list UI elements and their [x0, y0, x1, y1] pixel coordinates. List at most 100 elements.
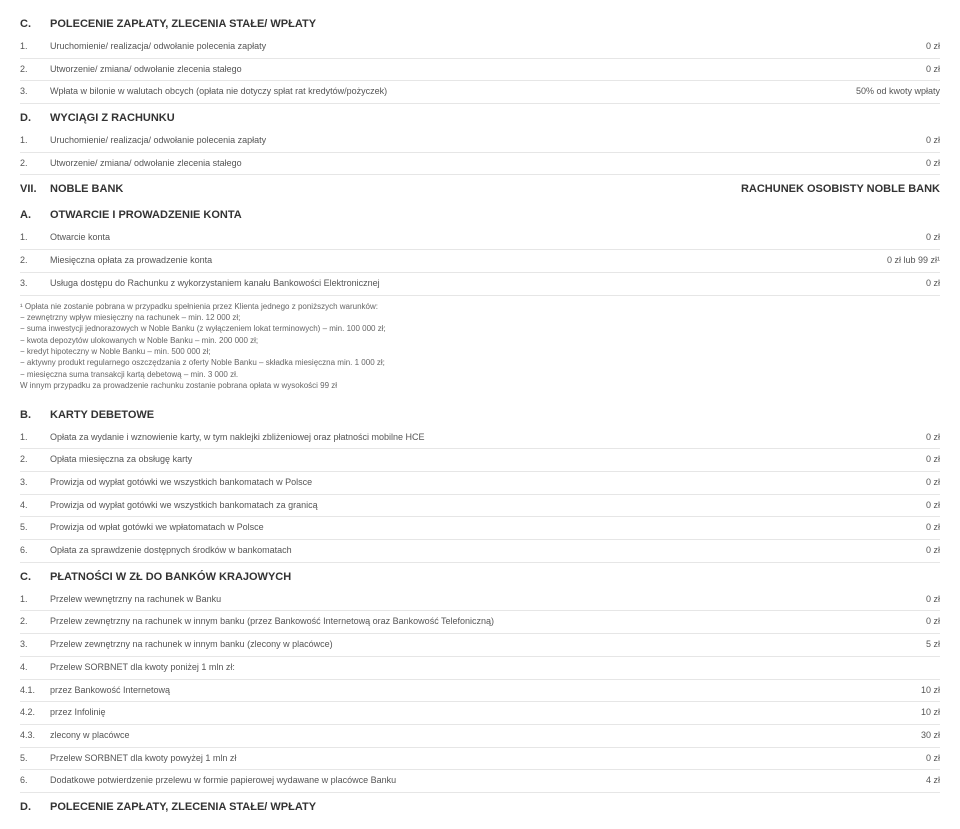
table-row: 3. Wpłata w bilonie w walutach obcych (o… — [20, 81, 940, 104]
row-value: 10 zł — [911, 685, 940, 695]
table-row: 3. Usługa dostępu do Rachunku z wykorzys… — [20, 273, 940, 296]
row-label: Otwarcie konta — [50, 232, 916, 244]
row-id: 5. — [20, 522, 50, 532]
section-header: D. POLECENIE ZAPŁATY, ZLECENIA STAŁE/ WP… — [20, 793, 940, 819]
footnote-line: − kredyt hipoteczny w Noble Banku – min.… — [20, 347, 940, 357]
table-row: 2. Utworzenie/ zmiana/ odwołanie zleceni… — [20, 59, 940, 82]
row-value: 0 zł — [916, 500, 940, 510]
row-label: Opłata miesięczna za obsługę karty — [50, 454, 916, 466]
table-row: 1. Uruchomienie/ realizacja/ odwołanie p… — [20, 130, 940, 153]
section-header: D. WYCIĄGI Z RACHUNKU — [20, 104, 940, 130]
row-id: 2. — [20, 454, 50, 464]
row-label: Utworzenie/ zmiana/ odwołanie zlecenia s… — [50, 64, 916, 76]
table-row: 2. Utworzenie/ zmiana/ odwołanie zleceni… — [20, 153, 940, 176]
row-label: Utworzenie/ zmiana/ odwołanie zlecenia s… — [50, 158, 916, 170]
row-value: 5 zł — [916, 639, 940, 649]
row-id: 3. — [20, 86, 50, 96]
footnote-line: − kwota depozytów ulokowanych w Noble Ba… — [20, 336, 940, 346]
row-value: 0 zł — [916, 454, 940, 464]
row-id: 3. — [20, 477, 50, 487]
section-right: RACHUNEK OSOBISTY NOBLE BANK — [741, 183, 940, 195]
table-row: 1. Przelew wewnętrzny na rachunek w Bank… — [20, 589, 940, 612]
row-label: przez Bankowość Internetową — [50, 685, 911, 697]
row-id: 4. — [20, 500, 50, 510]
table-row: 1. Uruchomienie/ realizacja/ odwołanie p… — [20, 36, 940, 59]
row-value: 30 zł — [911, 730, 940, 740]
row-id: 4. — [20, 662, 50, 672]
table-row: 1. Opłata za wydanie i wznowienie karty,… — [20, 427, 940, 450]
row-label: Opłata za wydanie i wznowienie karty, w … — [50, 432, 916, 444]
section-header: B. KARTY DEBETOWE — [20, 401, 940, 427]
row-value: 0 zł — [916, 616, 940, 626]
footnote-line: W innym przypadku za prowadzenie rachunk… — [20, 381, 940, 391]
table-row: 1. Otwarcie konta 0 zł — [20, 227, 940, 250]
table-row: 6. Dodatkowe potwierdzenie przelewu w fo… — [20, 770, 940, 793]
row-id: 3. — [20, 278, 50, 288]
row-id: 2. — [20, 616, 50, 626]
row-id: 1. — [20, 41, 50, 51]
table-row: 2. Przelew zewnętrzny na rachunek w inny… — [20, 611, 940, 634]
section-title: POLECENIE ZAPŁATY, ZLECENIA STAŁE/ WPŁAT… — [50, 801, 940, 813]
row-label: Uruchomienie/ realizacja/ odwołanie pole… — [50, 135, 916, 147]
table-row: 4.1. przez Bankowość Internetową 10 zł — [20, 680, 940, 703]
row-id: 1. — [20, 135, 50, 145]
row-label: Przelew wewnętrzny na rachunek w Banku — [50, 594, 916, 606]
section-title: PŁATNOŚCI W ZŁ DO BANKÓW KRAJOWYCH — [50, 571, 940, 583]
section-header: C. PŁATNOŚCI W ZŁ DO BANKÓW KRAJOWYCH — [20, 563, 940, 589]
table-row: 2. Miesięczna opłata za prowadzenie kont… — [20, 250, 940, 273]
table-row: 3. Przelew zewnętrzny na rachunek w inny… — [20, 634, 940, 657]
section-id: C. — [20, 571, 50, 583]
footnote-line: − zewnętrzny wpływ miesięczny na rachune… — [20, 313, 940, 323]
table-row: 5. Przelew SORBNET dla kwoty powyżej 1 m… — [20, 748, 940, 771]
section-title: OTWARCIE I PROWADZENIE KONTA — [50, 209, 940, 221]
section-title: POLECENIE ZAPŁATY, ZLECENIA STAŁE/ WPŁAT… — [50, 18, 940, 30]
row-value: 0 zł — [916, 522, 940, 532]
section-header: A. OTWARCIE I PROWADZENIE KONTA — [20, 201, 940, 227]
row-value: 0 zł — [916, 432, 940, 442]
row-id: 4.1. — [20, 685, 50, 695]
row-id: 1. — [20, 594, 50, 604]
row-value: 4 zł — [916, 775, 940, 785]
row-label: Dodatkowe potwierdzenie przelewu w formi… — [50, 775, 916, 787]
table-row: 4.3. zlecony w placówce 30 zł — [20, 725, 940, 748]
row-value: 0 zł — [916, 477, 940, 487]
row-label: Opłata za sprawdzenie dostępnych środków… — [50, 545, 916, 557]
row-value: 0 zł — [916, 278, 940, 288]
row-label: Przelew zewnętrzny na rachunek w innym b… — [50, 616, 916, 628]
table-row: 4. Prowizja od wypłat gotówki we wszystk… — [20, 495, 940, 518]
footnote-line: ¹ Opłata nie zostanie pobrana w przypadk… — [20, 302, 940, 312]
row-label: Przelew SORBNET dla kwoty powyżej 1 mln … — [50, 753, 916, 765]
row-id: 2. — [20, 64, 50, 74]
row-id: 1. — [20, 432, 50, 442]
table-row: 4. Przelew SORBNET dla kwoty poniżej 1 m… — [20, 657, 940, 680]
row-id: 3. — [20, 639, 50, 649]
row-value: 0 zł — [916, 135, 940, 145]
footnote-line: − miesięczna suma transakcji kartą debet… — [20, 370, 940, 380]
row-value: 0 zł — [916, 594, 940, 604]
row-value: 0 zł — [916, 545, 940, 555]
row-id: 4.3. — [20, 730, 50, 740]
section-title: KARTY DEBETOWE — [50, 409, 940, 421]
row-value: 10 zł — [911, 707, 940, 717]
row-id: 5. — [20, 753, 50, 763]
row-label: Prowizja od wypłat gotówki we wszystkich… — [50, 500, 916, 512]
row-label: Uruchomienie/ realizacja/ odwołanie pole… — [50, 41, 916, 53]
footnote: ¹ Opłata nie zostanie pobrana w przypadk… — [20, 296, 940, 401]
section-id: A. — [20, 209, 50, 221]
row-id: 6. — [20, 775, 50, 785]
row-value: 0 zł lub 99 zł¹ — [877, 255, 940, 265]
section-id: C. — [20, 18, 50, 30]
section-header: C. POLECENIE ZAPŁATY, ZLECENIA STAŁE/ WP… — [20, 10, 940, 36]
section-title: WYCIĄGI Z RACHUNKU — [50, 112, 940, 124]
row-label: Wpłata w bilonie w walutach obcych (opła… — [50, 86, 846, 98]
table-row: 5. Prowizja od wpłat gotówki we wpłatoma… — [20, 517, 940, 540]
row-id: 1. — [20, 232, 50, 242]
row-label: zlecony w placówce — [50, 730, 911, 742]
section-id: VII. — [20, 183, 50, 195]
table-row: 3. Prowizja od wypłat gotówki we wszystk… — [20, 472, 940, 495]
table-row: 2. Opłata miesięczna za obsługę karty 0 … — [20, 449, 940, 472]
footnote-line: − aktywny produkt regularnego oszczędzan… — [20, 358, 940, 368]
row-value: 0 zł — [916, 41, 940, 51]
section-id: B. — [20, 409, 50, 421]
row-id: 4.2. — [20, 707, 50, 717]
